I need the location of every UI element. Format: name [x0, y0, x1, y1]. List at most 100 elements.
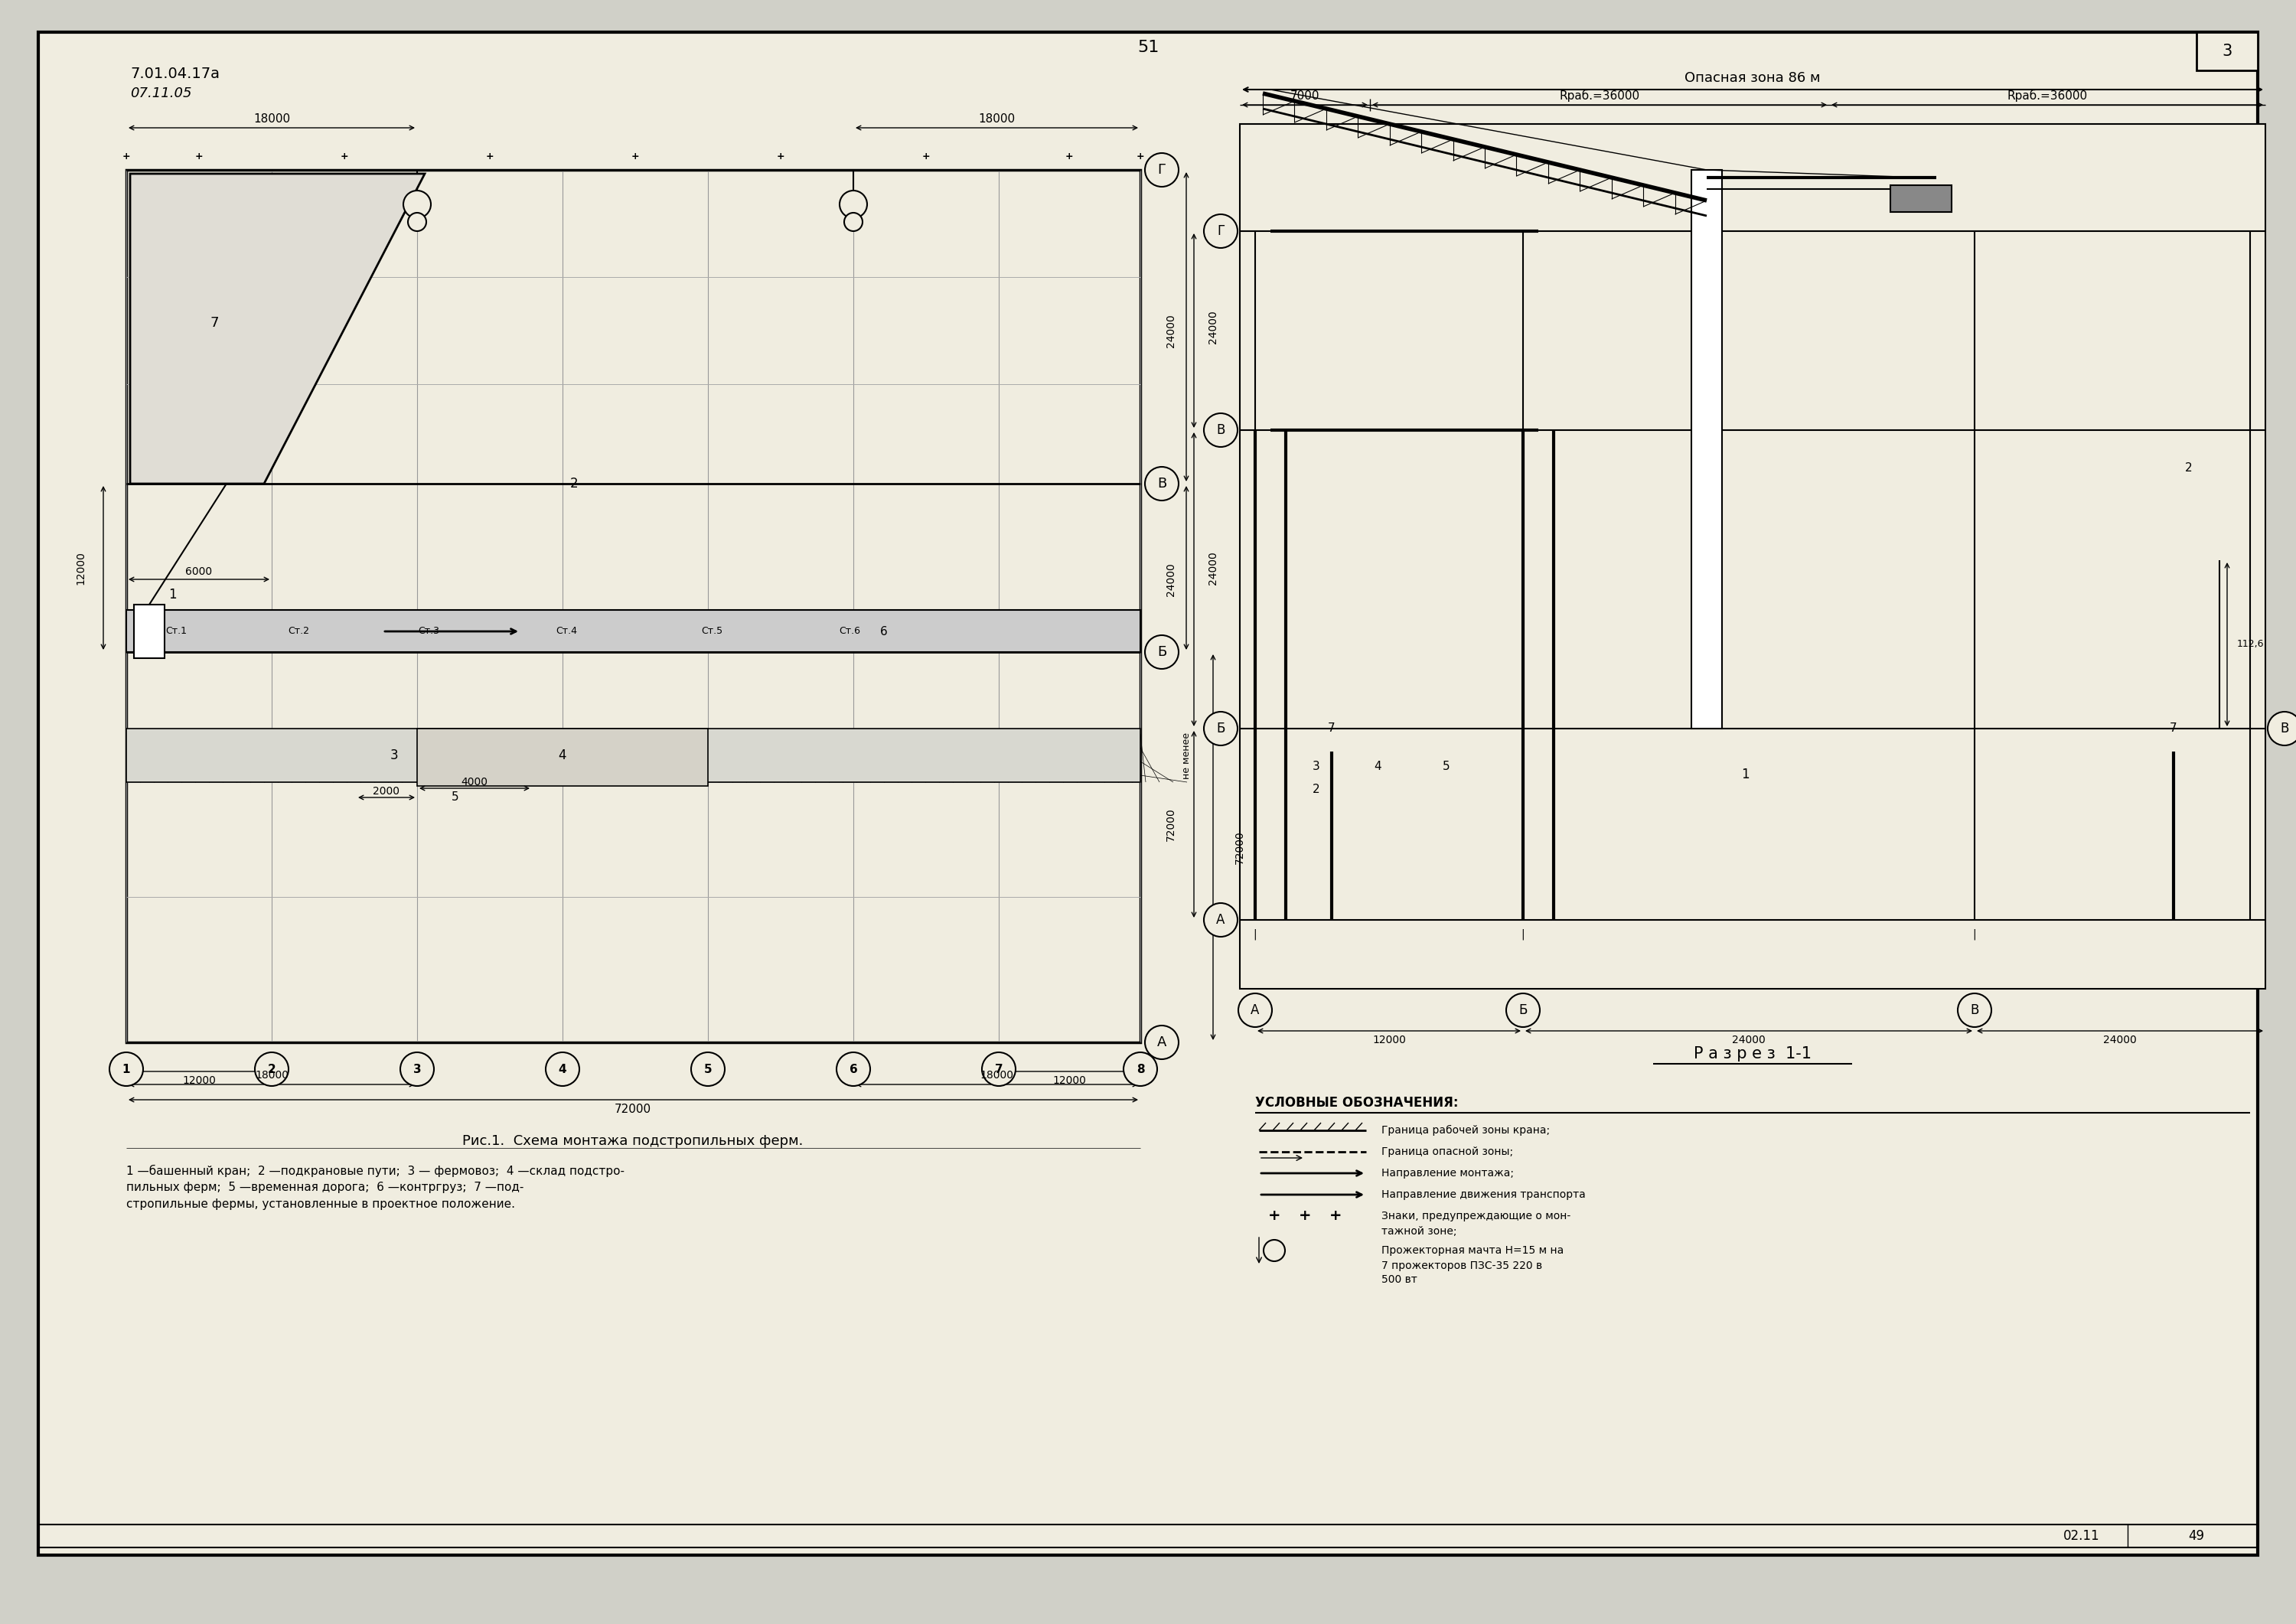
Text: 24000: 24000 — [1208, 310, 1219, 344]
Text: Г: Г — [1217, 224, 1224, 239]
Text: |: | — [1972, 929, 1977, 940]
Text: В: В — [1970, 1004, 1979, 1017]
Text: 24000: 24000 — [2103, 1034, 2138, 1046]
Text: +: + — [487, 151, 494, 161]
Circle shape — [1958, 994, 1991, 1026]
Text: Ст.3: Ст.3 — [418, 627, 439, 637]
Text: 72000: 72000 — [1235, 830, 1244, 864]
Circle shape — [840, 190, 868, 218]
Text: Б: Б — [1518, 1004, 1527, 1017]
Text: Б: Б — [1157, 645, 1166, 659]
Text: 4: 4 — [558, 1064, 567, 1075]
Text: 5: 5 — [1442, 762, 1451, 773]
Circle shape — [1146, 635, 1178, 669]
Text: Ст.1: Ст.1 — [165, 627, 186, 637]
Text: +: + — [195, 151, 202, 161]
Text: Rраб.=36000: Rраб.=36000 — [1559, 89, 1639, 102]
Text: 2: 2 — [1313, 784, 1320, 796]
Text: +: + — [1329, 1208, 1341, 1223]
Text: Знаки, предупреждающие о мон-: Знаки, предупреждающие о мон- — [1382, 1212, 1570, 1221]
Text: Р а з р е з  1-1: Р а з р е з 1-1 — [1694, 1046, 1812, 1062]
Text: +: + — [1267, 1208, 1281, 1223]
Text: Rраб.=36000: Rраб.=36000 — [2007, 89, 2087, 102]
Circle shape — [1146, 466, 1178, 500]
Text: 24000: 24000 — [1731, 1034, 1766, 1046]
Circle shape — [1146, 153, 1178, 187]
Text: 8: 8 — [1137, 1064, 1143, 1075]
Text: стропильные фермы, установленные в проектное положение.: стропильные фермы, установленные в проек… — [126, 1199, 514, 1210]
Text: |: | — [1254, 929, 1256, 940]
Text: Рис.1.  Схема монтажа подстропильных ферм.: Рис.1. Схема монтажа подстропильных ферм… — [461, 1134, 804, 1148]
Text: Ст.4: Ст.4 — [556, 627, 576, 637]
Text: +: + — [631, 151, 638, 161]
Text: В: В — [2280, 721, 2289, 736]
Text: 2000: 2000 — [372, 786, 400, 797]
Bar — [1692, 171, 1722, 729]
Text: 5: 5 — [452, 793, 459, 804]
Circle shape — [1203, 412, 1238, 447]
Text: 24000: 24000 — [1208, 551, 1219, 585]
Text: 72000: 72000 — [615, 1103, 652, 1114]
Text: 18000: 18000 — [978, 114, 1015, 125]
Text: 7000: 7000 — [1290, 89, 1320, 101]
Text: 6: 6 — [879, 625, 889, 637]
Text: пильных ферм;  5 —временная дорога;  6 —контргруз;  7 —под-: пильных ферм; 5 —временная дорога; 6 —ко… — [126, 1182, 523, 1194]
Text: 3: 3 — [390, 749, 397, 762]
Circle shape — [404, 190, 432, 218]
Text: 18000: 18000 — [255, 1070, 289, 1080]
Circle shape — [409, 213, 427, 231]
Text: 1: 1 — [168, 588, 177, 601]
Text: 12000: 12000 — [181, 1075, 216, 1086]
Circle shape — [1203, 214, 1238, 248]
Text: А: А — [1251, 1004, 1261, 1017]
Text: Ст.6: Ст.6 — [838, 627, 861, 637]
Circle shape — [546, 1052, 579, 1086]
Text: 7: 7 — [994, 1064, 1003, 1075]
Text: +: + — [1300, 1208, 1311, 1223]
Text: 2: 2 — [269, 1064, 276, 1075]
Bar — [133, 604, 165, 658]
Text: 500 вт: 500 вт — [1382, 1275, 1417, 1285]
Text: 1: 1 — [1740, 768, 1750, 781]
Text: 4: 4 — [1373, 762, 1382, 773]
Text: 72000: 72000 — [1166, 807, 1176, 841]
Circle shape — [845, 213, 863, 231]
Text: 1 —башенный кран;  2 —подкрановые пути;  3 — фермовоз;  4 —склад подстро-: 1 —башенный кран; 2 —подкрановые пути; 3… — [126, 1164, 625, 1177]
Bar — [1890, 185, 1952, 213]
Text: Ст.5: Ст.5 — [700, 627, 723, 637]
Text: 07.11.05: 07.11.05 — [131, 86, 191, 101]
Text: 12000: 12000 — [1052, 1075, 1086, 1086]
Circle shape — [400, 1052, 434, 1086]
Circle shape — [1146, 1025, 1178, 1059]
Text: 4000: 4000 — [461, 776, 487, 788]
Text: 3: 3 — [2223, 44, 2232, 58]
Polygon shape — [131, 174, 425, 484]
Text: Б: Б — [1217, 721, 1226, 736]
Text: Граница опасной зоны;: Граница опасной зоны; — [1382, 1147, 1513, 1158]
Text: +: + — [776, 151, 785, 161]
Text: В: В — [1157, 477, 1166, 490]
Text: А: А — [1217, 913, 1226, 927]
Text: А: А — [1157, 1036, 1166, 1049]
Text: +: + — [1065, 151, 1072, 161]
Bar — [126, 611, 1141, 653]
Text: В: В — [1217, 424, 1226, 437]
Circle shape — [836, 1052, 870, 1086]
Bar — [126, 729, 1141, 783]
Text: +: + — [122, 151, 131, 161]
Text: 2: 2 — [2186, 463, 2193, 474]
Text: Прожекторная мачта Н=15 м на: Прожекторная мачта Н=15 м на — [1382, 1246, 1564, 1255]
Text: +: + — [1137, 151, 1143, 161]
Text: Направление движения транспорта: Направление движения транспорта — [1382, 1189, 1587, 1200]
Text: 112,6: 112,6 — [2236, 640, 2264, 650]
Text: Направление монтажа;: Направление монтажа; — [1382, 1168, 1513, 1179]
Circle shape — [255, 1052, 289, 1086]
Text: 7: 7 — [1327, 723, 1336, 734]
Text: не менее: не менее — [1180, 732, 1192, 780]
Text: 2: 2 — [569, 477, 579, 490]
Text: УСЛОВНЫЕ ОБОЗНАЧЕНИЯ:: УСЛОВНЫЕ ОБОЗНАЧЕНИЯ: — [1256, 1096, 1458, 1109]
Text: 12000: 12000 — [76, 551, 85, 585]
Text: 18000: 18000 — [980, 1070, 1013, 1080]
Circle shape — [1506, 994, 1541, 1026]
Text: Г: Г — [1157, 162, 1166, 177]
